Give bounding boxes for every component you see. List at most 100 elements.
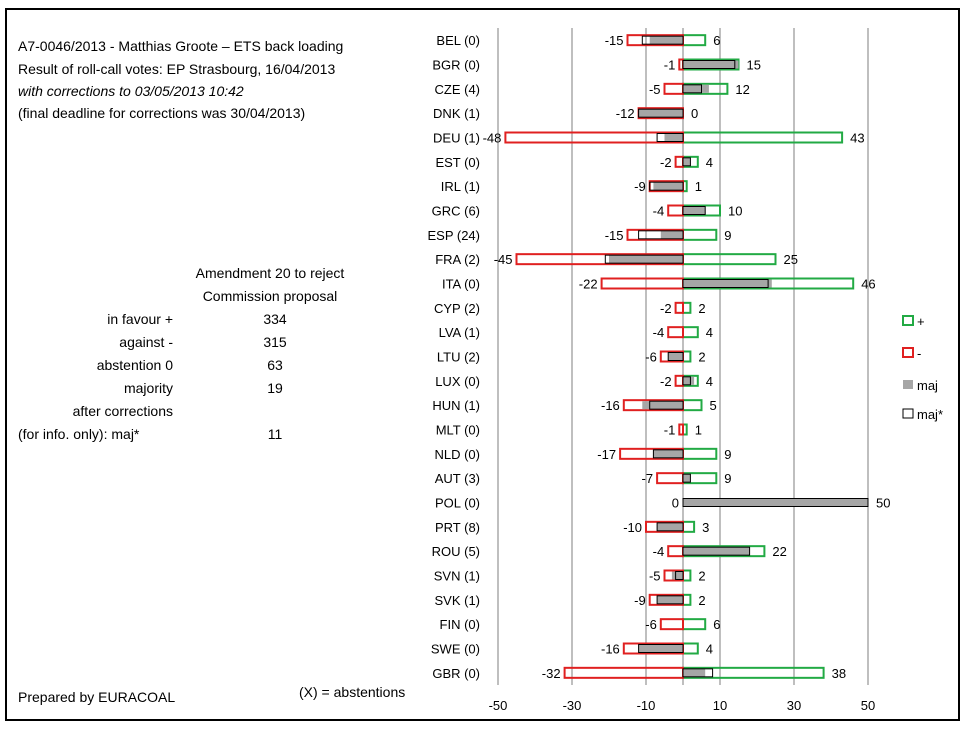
plus-data-label: 4	[706, 155, 713, 170]
summary-after-2: (for info. only): maj*	[18, 426, 140, 442]
category-label: GRC (6)	[432, 204, 480, 219]
plus-data-label: 5	[710, 398, 717, 413]
maj-star-bar	[638, 644, 684, 653]
category-label: BEL (0)	[436, 33, 480, 48]
maj-star-bar	[682, 157, 691, 167]
plus-data-label: 3	[702, 520, 709, 535]
minus-bar	[678, 58, 684, 71]
summary-label-favour: in favour +	[107, 311, 173, 327]
maj-star-bar	[667, 352, 684, 361]
minus-data-label: 0	[672, 496, 679, 511]
plus-bar	[682, 447, 718, 460]
plus-bar	[682, 642, 699, 655]
minus-data-label: -17	[597, 447, 616, 462]
maj-star-bar	[656, 133, 684, 142]
plus-data-label: 15	[747, 58, 761, 73]
plus-data-label: 22	[772, 544, 786, 559]
minus-data-label: -2	[660, 155, 672, 170]
minus-bar	[563, 666, 684, 679]
category-label: GBR (0)	[432, 666, 480, 681]
plus-data-label: 4	[706, 325, 713, 340]
plus-bar	[682, 593, 692, 606]
minus-data-label: -6	[645, 617, 657, 632]
category-label: ITA (0)	[442, 277, 480, 292]
summary-value-against: 315	[263, 334, 287, 350]
minus-bar	[674, 374, 684, 387]
maj-bar	[683, 157, 691, 166]
x-tick-label: -10	[637, 698, 656, 713]
plus-bar	[682, 618, 707, 631]
legend-maj-swatch	[903, 380, 913, 389]
maj-bar	[609, 255, 683, 264]
maj-star-bar	[682, 60, 736, 69]
minus-bar	[667, 545, 685, 558]
plus-data-label: 2	[698, 593, 705, 608]
plus-data-label: 10	[728, 204, 742, 219]
maj-bar	[653, 182, 683, 191]
minus-data-label: -48	[483, 131, 502, 146]
maj-bar	[683, 84, 709, 93]
minus-data-label: -4	[653, 204, 665, 219]
category-label: CYP (2)	[434, 301, 480, 316]
plus-bar	[682, 228, 718, 241]
minus-data-label: -45	[494, 252, 513, 267]
plus-data-label: 1	[695, 423, 702, 438]
minus-data-label: -9	[634, 593, 646, 608]
maj-bar	[638, 644, 683, 653]
maj-bar	[664, 133, 683, 142]
minus-data-label: -10	[623, 520, 642, 535]
plus-data-label: 9	[724, 471, 731, 486]
minus-bar	[674, 301, 684, 314]
minus-bar	[600, 277, 684, 290]
category-label: SWE (0)	[431, 642, 480, 657]
abstentions-note: (X) = abstentions	[299, 684, 406, 700]
maj-bar	[683, 668, 706, 677]
category-label: LUX (0)	[435, 374, 480, 389]
maj-bar	[668, 352, 683, 361]
minus-bar	[504, 131, 684, 144]
maj-star-bar	[682, 498, 869, 507]
maj-star-bar	[682, 279, 769, 288]
maj-star-bar	[682, 668, 714, 678]
maj-bar	[649, 36, 683, 45]
maj-star-bar	[682, 473, 691, 483]
plus-bar	[682, 399, 703, 412]
legend-label: maj*	[917, 407, 943, 422]
x-tick-label: 50	[861, 698, 875, 713]
maj-bar	[642, 401, 683, 410]
minus-data-label: -22	[579, 277, 598, 292]
minus-data-label: -16	[601, 398, 620, 413]
plus-data-label: 12	[735, 82, 749, 97]
plus-data-label: 38	[832, 666, 846, 681]
plus-data-label: 2	[698, 569, 705, 584]
maj-star-bar	[649, 181, 684, 191]
summary-value-abstention: 63	[267, 357, 283, 373]
category-label: FIN (0)	[440, 617, 480, 632]
maj-star-bar	[682, 376, 691, 386]
minus-data-label: -32	[542, 666, 561, 681]
summary-title-1: Amendment 20 to reject	[195, 265, 345, 281]
minus-bar	[667, 326, 685, 339]
category-label: SVN (1)	[434, 569, 480, 584]
prepared-by: Prepared by EURACOAL	[18, 689, 176, 705]
maj-star-bar	[656, 522, 684, 532]
plus-bar	[682, 301, 692, 314]
maj-bar	[638, 109, 683, 118]
maj-star-bar	[682, 206, 706, 215]
plus-data-label: 9	[724, 447, 731, 462]
x-tick-label: -30	[563, 698, 582, 713]
minus-bar	[663, 82, 684, 95]
minus-data-label: -4	[653, 325, 665, 340]
maj-star-bar	[656, 595, 684, 605]
summary-label-abstention: abstention 0	[96, 357, 173, 373]
plus-data-label: 1	[695, 179, 702, 194]
minus-bar	[678, 423, 684, 436]
maj-bar	[683, 474, 691, 483]
legend-maj-star-swatch	[902, 408, 914, 419]
plus-bar	[682, 350, 692, 363]
category-label: CZE (4)	[435, 82, 481, 97]
category-label: ESP (24)	[427, 228, 480, 243]
minus-data-label: -12	[616, 106, 635, 121]
minus-bar	[674, 155, 684, 168]
plus-bar	[682, 520, 696, 533]
